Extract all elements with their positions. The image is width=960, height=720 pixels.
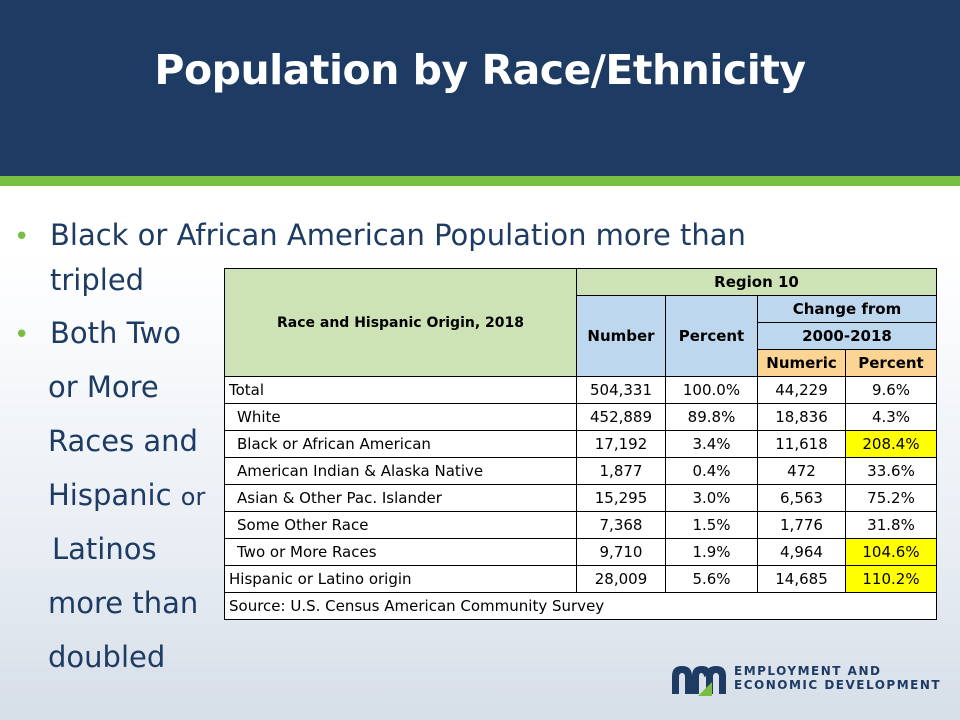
accent-bar [0, 176, 960, 186]
logo-line-2: ECONOMIC DEVELOPMENT [734, 678, 942, 692]
number-header: Number [576, 295, 666, 377]
percent-cell: 100.0% [665, 376, 758, 404]
bullet-2-line-3: Races and [48, 424, 198, 458]
bullet-2-line-6: more than [48, 586, 199, 620]
percent-cell: 5.6% [665, 565, 758, 593]
percent-header: Percent [665, 295, 758, 377]
row-label: Black or African American [224, 430, 577, 458]
region-header: Region 10 [576, 268, 937, 296]
percent-cell: 1.9% [665, 538, 758, 566]
number-cell: 452,889 [576, 403, 666, 431]
number-cell: 504,331 [576, 376, 666, 404]
bullet-2-line-5: Latinos [52, 532, 157, 566]
table-row: Asian & Other Pac. Islander 15,295 3.0% … [224, 484, 937, 512]
change-header-line-2: 2000-2018 [757, 322, 937, 350]
percent-change-cell: 31.8% [845, 511, 937, 539]
bullet-2-line-1: Both Two [50, 316, 181, 350]
source-note: Source: U.S. Census American Community S… [224, 592, 937, 620]
slide-title: Population by Race/Ethnicity [154, 46, 806, 94]
row-label: Total [224, 376, 577, 404]
table-row: White 452,889 89.8% 18,836 4.3% [224, 403, 937, 431]
bullet-2-line-4-small: or [180, 483, 206, 511]
row-label: White [224, 403, 577, 431]
bullet-2-line-7: doubled [48, 640, 166, 674]
numeric-change-cell: 4,964 [757, 538, 846, 566]
table-row: Total 504,331 100.0% 44,229 9.6% [224, 376, 937, 404]
table-row: Some Other Race 7,368 1.5% 1,776 31.8% [224, 511, 937, 539]
numeric-change-cell: 11,618 [757, 430, 846, 458]
row-label: Asian & Other Pac. Islander [224, 484, 577, 512]
percent-change-cell-highlighted: 104.6% [845, 538, 937, 566]
population-table: Race and Hispanic Origin, 2018 Region 10… [224, 268, 937, 620]
numeric-change-cell: 14,685 [757, 565, 846, 593]
bullet-2-line-4: Hispanic or [48, 478, 205, 512]
bullet-1-line-2: tripled [50, 263, 145, 297]
percent-change-cell: 75.2% [845, 484, 937, 512]
title-banner: Population by Race/Ethnicity [0, 0, 960, 176]
number-cell: 9,710 [576, 538, 666, 566]
number-cell: 17,192 [576, 430, 666, 458]
bullet-marker-2: • [14, 320, 30, 350]
number-cell: 28,009 [576, 565, 666, 593]
number-cell: 7,368 [576, 511, 666, 539]
numeric-change-cell: 472 [757, 457, 846, 485]
percent-cell: 3.4% [665, 430, 758, 458]
change-header-line-1: Change from [757, 295, 937, 323]
table-row: Two or More Races 9,710 1.9% 4,964 104.6… [224, 538, 937, 566]
numeric-change-cell: 1,776 [757, 511, 846, 539]
percent-change-cell: 4.3% [845, 403, 937, 431]
percent-change-cell-highlighted: 208.4% [845, 430, 937, 458]
number-cell: 15,295 [576, 484, 666, 512]
bullet-2-line-4-main: Hispanic [48, 478, 172, 512]
bullet-2-line-2: or More [48, 370, 159, 404]
logo-wordmark: EMPLOYMENT AND ECONOMIC DEVELOPMENT [734, 664, 941, 692]
race-origin-header: Race and Hispanic Origin, 2018 [224, 268, 577, 377]
percent-change-cell-highlighted: 110.2% [845, 565, 937, 593]
numeric-header: Numeric [757, 349, 846, 377]
numeric-change-cell: 6,563 [757, 484, 846, 512]
numeric-change-cell: 44,229 [757, 376, 846, 404]
deed-logo-icon [672, 666, 726, 696]
percent-cell: 89.8% [665, 403, 758, 431]
numeric-change-cell: 18,836 [757, 403, 846, 431]
percent-cell: 0.4% [665, 457, 758, 485]
bullet-marker-1: • [14, 222, 30, 252]
table-row: Hispanic or Latino origin 28,009 5.6% 14… [224, 565, 937, 593]
table-row: Black or African American 17,192 3.4% 11… [224, 430, 937, 458]
percent-cell: 1.5% [665, 511, 758, 539]
bullet-1-line-1: Black or African American Population mor… [50, 218, 746, 252]
percent-cell: 3.0% [665, 484, 758, 512]
number-cell: 1,877 [576, 457, 666, 485]
percent-change-cell: 9.6% [845, 376, 937, 404]
logo-line-1: EMPLOYMENT AND [734, 664, 882, 678]
table-row: American Indian & Alaska Native 1,877 0.… [224, 457, 937, 485]
row-label: Some Other Race [224, 511, 577, 539]
row-label: Two or More Races [224, 538, 577, 566]
row-label: American Indian & Alaska Native [224, 457, 577, 485]
change-percent-header: Percent [845, 349, 937, 377]
percent-change-cell: 33.6% [845, 457, 937, 485]
row-label: Hispanic or Latino origin [224, 565, 577, 593]
